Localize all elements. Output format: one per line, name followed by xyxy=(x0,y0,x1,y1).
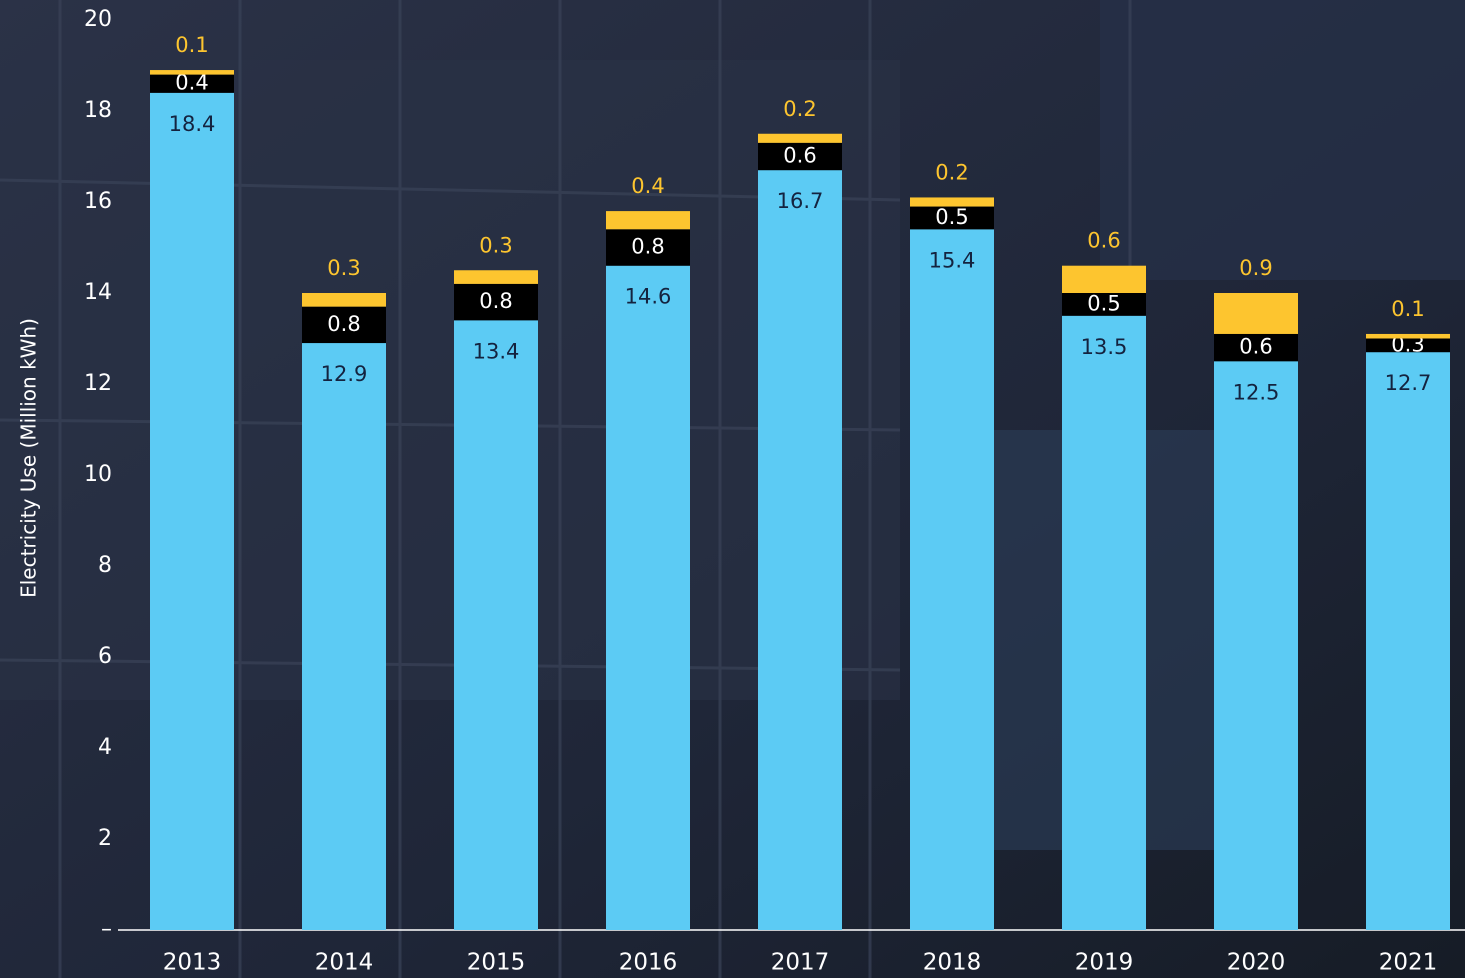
value-label: 0.8 xyxy=(327,312,360,336)
value-label: 0.3 xyxy=(479,233,512,257)
bar-segment xyxy=(302,293,386,307)
y-tick-label: 16 xyxy=(84,189,112,214)
y-axis-label: Electricity Use (Million kWh) xyxy=(17,318,41,598)
bar-segment xyxy=(150,70,234,75)
bar-segment xyxy=(150,74,234,93)
bar-segment xyxy=(1062,293,1146,316)
value-label: 0.1 xyxy=(1391,297,1424,321)
bar-segment xyxy=(1366,352,1450,930)
bar-segment xyxy=(758,170,842,930)
y-tick-label: 6 xyxy=(98,644,112,669)
bar-segment xyxy=(1366,338,1450,353)
y-tick-label: 4 xyxy=(98,735,112,760)
bar-segment xyxy=(454,283,538,321)
x-tick-label: 2018 xyxy=(923,950,982,976)
bar-segment xyxy=(302,306,386,344)
y-tick-label: 12 xyxy=(84,371,112,396)
bar-segment xyxy=(910,229,994,931)
value-label: 12.5 xyxy=(1233,380,1280,404)
value-label: 0.2 xyxy=(783,97,816,121)
value-label: 0.3 xyxy=(327,256,360,280)
bar-segment xyxy=(1062,315,1146,930)
value-label: 0.1 xyxy=(175,33,208,57)
x-tick-label: 2015 xyxy=(467,950,526,976)
bar-segment xyxy=(606,211,690,230)
y-tick-label: – xyxy=(101,917,112,942)
value-label: 14.6 xyxy=(625,285,672,309)
bar-segment xyxy=(1214,293,1298,334)
value-label: 0.6 xyxy=(783,144,816,168)
value-label: 0.6 xyxy=(1087,229,1120,253)
value-label: 15.4 xyxy=(929,248,976,272)
bar-segment xyxy=(758,142,842,171)
x-tick-label: 2014 xyxy=(315,950,374,976)
value-label: 13.4 xyxy=(473,339,520,363)
value-label: 13.5 xyxy=(1081,335,1128,359)
value-label: 0.4 xyxy=(175,71,208,95)
x-tick-label: 2021 xyxy=(1379,950,1438,976)
bar-segment xyxy=(758,133,842,143)
bar-segment xyxy=(1366,333,1450,339)
bar-segment xyxy=(1214,361,1298,930)
x-tick-label: 2019 xyxy=(1075,950,1134,976)
value-label: 12.9 xyxy=(321,362,368,386)
y-tick-label: 20 xyxy=(84,7,112,32)
y-tick-label: 10 xyxy=(84,462,112,487)
value-label: 12.7 xyxy=(1385,371,1432,395)
value-label: 0.8 xyxy=(631,235,664,259)
value-label: 0.6 xyxy=(1239,335,1272,359)
bar-segment xyxy=(606,229,690,266)
value-label: 0.9 xyxy=(1239,256,1272,280)
bar-segment xyxy=(454,270,538,284)
value-label: 18.4 xyxy=(169,112,216,136)
bar-segment xyxy=(910,197,994,207)
bar-segment xyxy=(910,206,994,230)
x-tick-label: 2013 xyxy=(163,950,222,976)
y-tick-label: 8 xyxy=(98,553,112,578)
value-label: 0.5 xyxy=(935,205,968,229)
x-tick-label: 2020 xyxy=(1227,950,1286,976)
value-label: 0.4 xyxy=(631,174,664,198)
bar-segment xyxy=(454,320,538,930)
value-label: 16.7 xyxy=(777,189,824,213)
bar-segment xyxy=(606,265,690,930)
value-label: 0.2 xyxy=(935,160,968,184)
bar-segment xyxy=(150,92,234,931)
x-tick-label: 2017 xyxy=(771,950,830,976)
bar-segment xyxy=(1062,265,1146,293)
bar-segment xyxy=(1214,333,1298,362)
y-tick-label: 2 xyxy=(98,826,112,851)
y-tick-label: 18 xyxy=(84,98,112,123)
value-label: 0.5 xyxy=(1087,291,1120,315)
value-label: 0.8 xyxy=(479,289,512,313)
y-tick-label: 14 xyxy=(84,280,112,305)
bar-segment xyxy=(302,343,386,930)
x-tick-label: 2016 xyxy=(619,950,678,976)
